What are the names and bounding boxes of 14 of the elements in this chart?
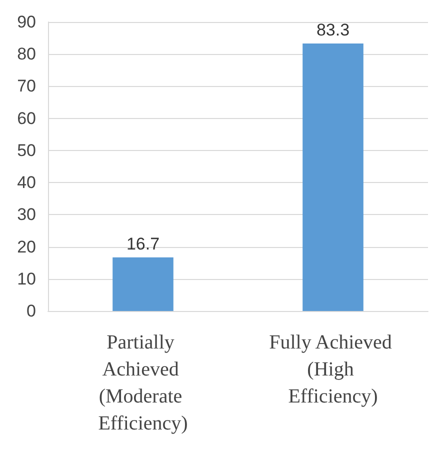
y-tick-label: 60 bbox=[17, 108, 36, 128]
x-tick-label: Fully Achieved (High Efficiency) bbox=[269, 332, 397, 408]
y-tick-label: 40 bbox=[17, 173, 36, 192]
y-tick-label: 20 bbox=[17, 237, 36, 256]
y-tick-label: 80 bbox=[17, 44, 36, 64]
y-tick-label: 10 bbox=[17, 269, 36, 288]
y-tick-label: 90 bbox=[17, 12, 36, 32]
y-tick-label: 0 bbox=[26, 302, 36, 320]
x-tick-label: Partially Achieved (Moderate Efficiency) bbox=[98, 332, 188, 434]
y-tick-label: 30 bbox=[17, 205, 36, 224]
data-label: 16.7 bbox=[126, 234, 160, 254]
y-tick-label: 70 bbox=[17, 76, 36, 96]
data-label: 83.3 bbox=[316, 20, 350, 40]
y-tick-label: 50 bbox=[17, 140, 36, 160]
